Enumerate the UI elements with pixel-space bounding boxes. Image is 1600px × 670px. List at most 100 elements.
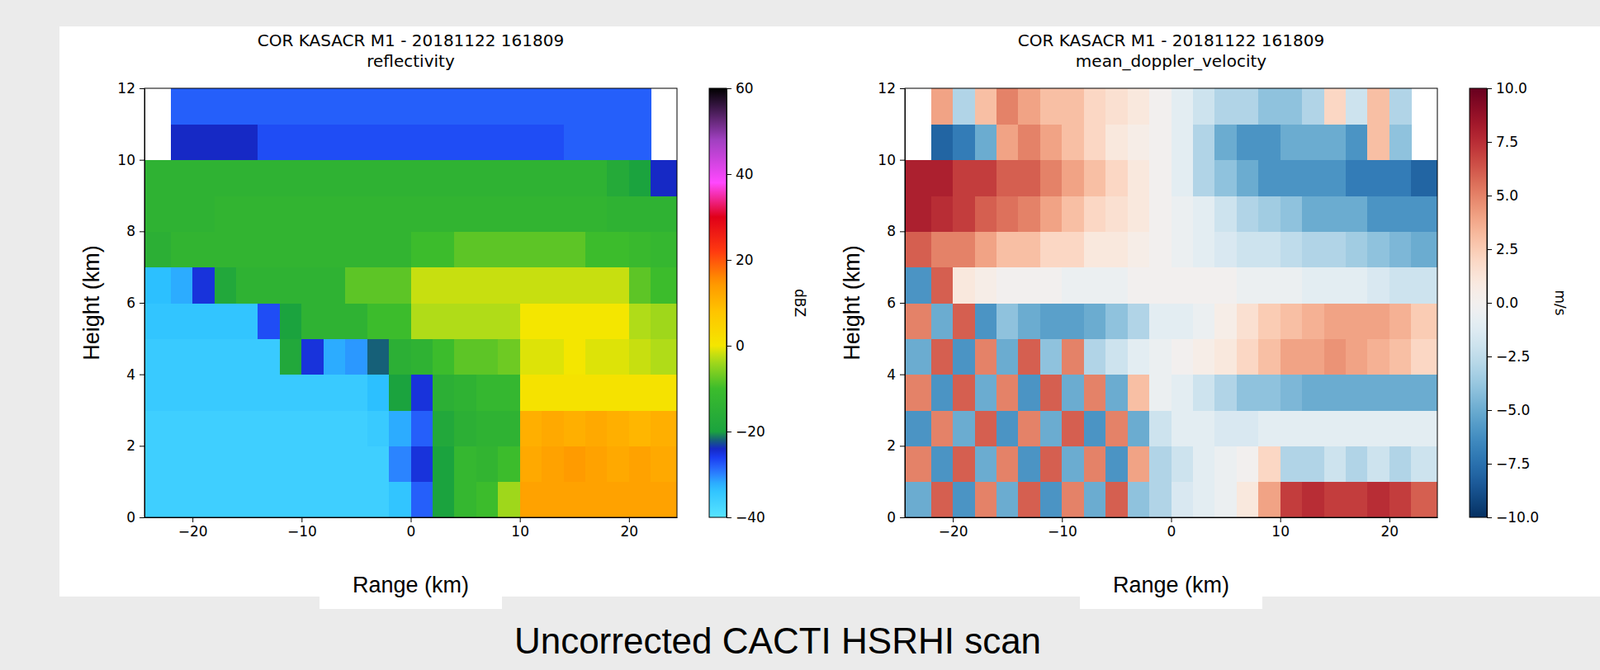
cell bbox=[1171, 267, 1194, 304]
colorbar-axis-tick-label: 60 bbox=[735, 80, 754, 97]
cell bbox=[476, 231, 499, 268]
y-axis-tick-mark bbox=[139, 160, 145, 161]
y-axis-tick-label: 10 bbox=[117, 151, 136, 169]
cell bbox=[1280, 160, 1303, 197]
cell bbox=[996, 482, 1019, 518]
cell bbox=[585, 195, 608, 232]
cell bbox=[1040, 338, 1063, 375]
cell bbox=[629, 195, 652, 232]
colorbar-axis-tick: −40 bbox=[726, 509, 766, 526]
cell bbox=[388, 410, 412, 447]
cell bbox=[1389, 482, 1412, 518]
cell bbox=[411, 267, 434, 304]
cell bbox=[192, 123, 215, 161]
cell bbox=[1214, 123, 1237, 161]
colorbar-axis-tick-mark bbox=[1486, 463, 1492, 465]
cell bbox=[1105, 123, 1128, 161]
cell bbox=[1040, 123, 1063, 161]
cell bbox=[1084, 482, 1107, 518]
cell bbox=[1367, 195, 1390, 232]
cell bbox=[411, 123, 434, 161]
x-axis-tick-label: −10 bbox=[287, 523, 318, 540]
cell bbox=[975, 445, 998, 483]
cell bbox=[454, 338, 477, 375]
colorbar-axis-tick-label: 2.5 bbox=[1495, 241, 1519, 258]
x-axis-tick-mark bbox=[952, 517, 954, 523]
cell bbox=[1389, 374, 1412, 412]
cell bbox=[323, 88, 346, 125]
x-axis-tick-mark bbox=[1061, 517, 1063, 523]
cell bbox=[1410, 160, 1438, 197]
cell bbox=[236, 374, 259, 412]
cell bbox=[520, 302, 543, 340]
cell bbox=[1017, 374, 1041, 412]
cell bbox=[1367, 374, 1390, 412]
cell bbox=[650, 231, 677, 268]
cell bbox=[1367, 160, 1390, 197]
cell bbox=[388, 231, 412, 268]
x-axis-title-box: Range (km) bbox=[1079, 569, 1263, 610]
cell bbox=[279, 302, 303, 340]
cell bbox=[1149, 231, 1172, 268]
cell bbox=[345, 410, 368, 447]
cell bbox=[1280, 410, 1303, 447]
cell bbox=[904, 231, 932, 268]
cell bbox=[650, 374, 677, 412]
cell bbox=[388, 160, 412, 197]
cell bbox=[411, 302, 434, 340]
cell bbox=[388, 267, 412, 304]
cell bbox=[1127, 88, 1151, 125]
cell bbox=[541, 445, 564, 483]
colorbar-axis-tick: 20 bbox=[726, 251, 754, 269]
cell bbox=[1127, 267, 1151, 304]
cell bbox=[1324, 445, 1347, 483]
cell bbox=[257, 410, 280, 447]
y-axis-tick-label: 6 bbox=[886, 294, 896, 312]
cell bbox=[301, 160, 324, 197]
cell bbox=[257, 302, 280, 340]
cell bbox=[367, 338, 390, 375]
cell bbox=[257, 267, 280, 304]
cell bbox=[520, 410, 543, 447]
cell bbox=[411, 482, 434, 518]
cell bbox=[650, 302, 677, 340]
cell bbox=[1192, 160, 1216, 197]
cell bbox=[301, 123, 324, 161]
cell bbox=[1236, 160, 1260, 197]
cell bbox=[323, 374, 346, 412]
cell bbox=[1105, 410, 1128, 447]
cell bbox=[192, 374, 215, 412]
cell bbox=[301, 231, 324, 268]
cell bbox=[144, 195, 171, 232]
cell bbox=[1061, 88, 1085, 125]
cell bbox=[301, 302, 324, 340]
cell bbox=[996, 338, 1019, 375]
colorbar-axis-tick-label: 0 bbox=[735, 337, 745, 355]
cell bbox=[650, 410, 677, 447]
cell bbox=[541, 160, 564, 197]
cell bbox=[345, 445, 368, 483]
cell bbox=[497, 231, 521, 268]
cell bbox=[1258, 302, 1281, 340]
cell bbox=[1389, 160, 1412, 197]
cell bbox=[1017, 482, 1041, 518]
cell bbox=[1301, 267, 1325, 304]
cell bbox=[432, 123, 455, 161]
x-axis-tick-mark bbox=[1389, 517, 1391, 523]
cell bbox=[585, 123, 608, 161]
cell bbox=[520, 123, 543, 161]
cell bbox=[541, 302, 564, 340]
cell bbox=[1301, 374, 1325, 412]
cell bbox=[931, 88, 954, 125]
cell bbox=[1214, 302, 1237, 340]
cell bbox=[214, 410, 237, 447]
cell bbox=[323, 195, 346, 232]
cell bbox=[1192, 231, 1216, 268]
cell bbox=[411, 160, 434, 197]
cell bbox=[1127, 123, 1151, 161]
cell bbox=[650, 160, 677, 197]
colorbar-axis-tick-mark bbox=[1486, 302, 1492, 304]
cell bbox=[279, 482, 303, 518]
cell bbox=[1236, 410, 1260, 447]
cell bbox=[1127, 374, 1151, 412]
